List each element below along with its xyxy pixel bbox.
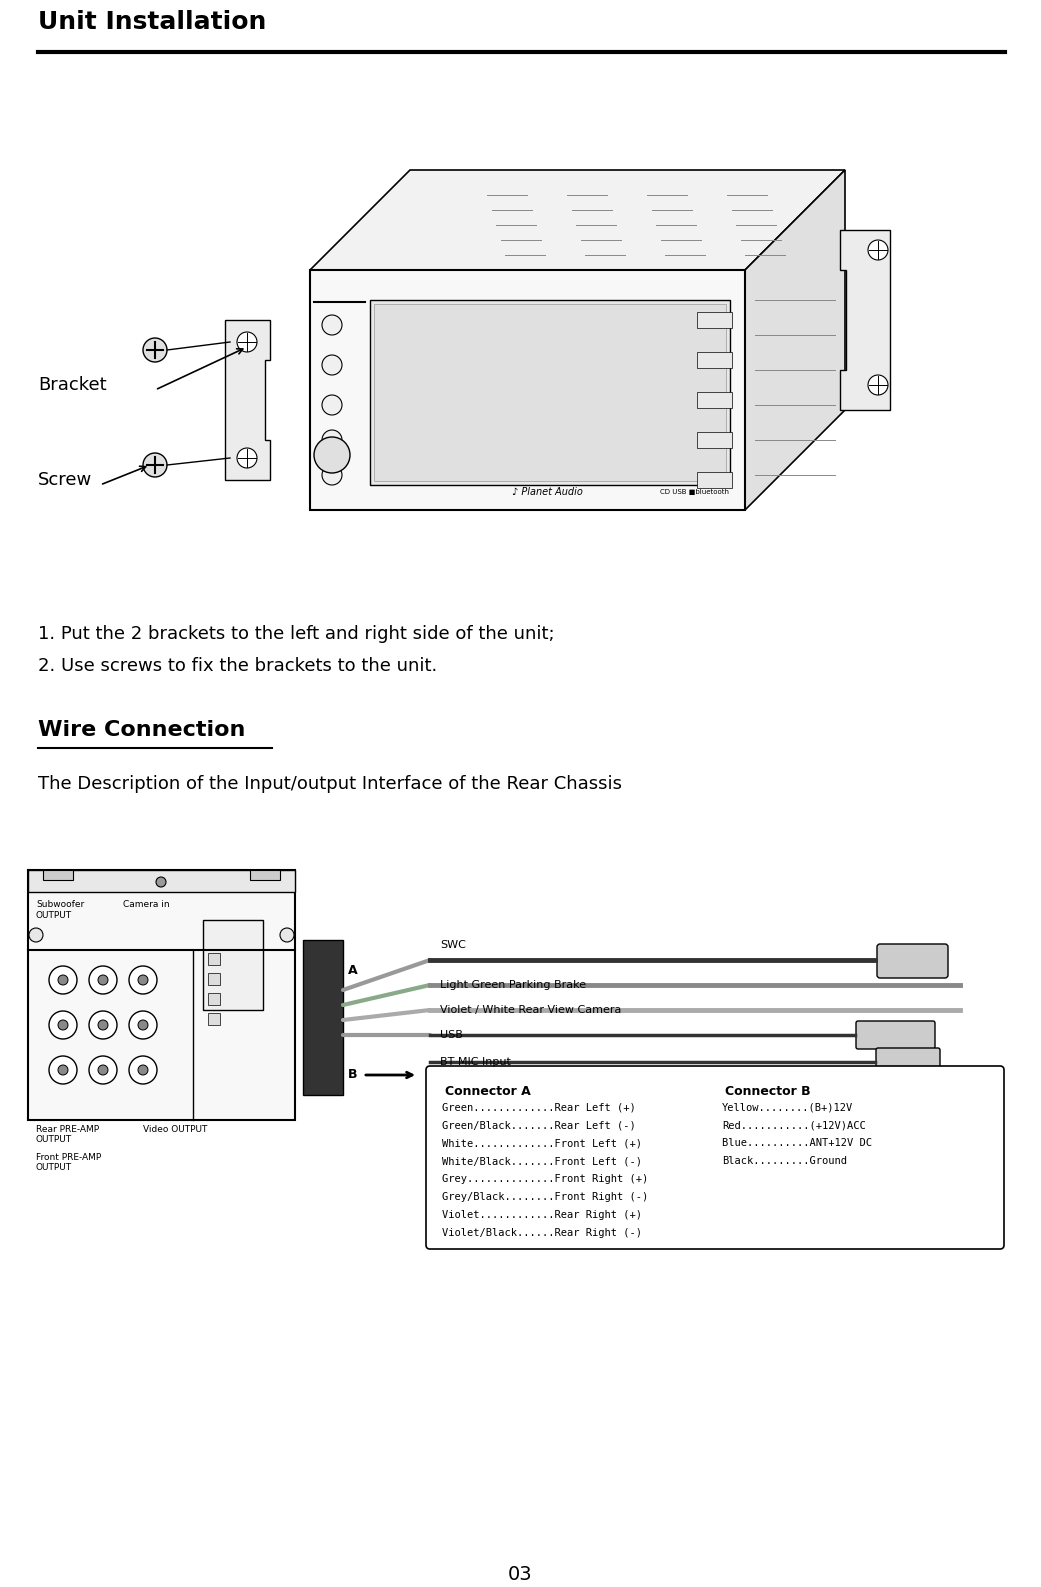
Circle shape <box>88 1055 117 1084</box>
Bar <box>250 870 280 881</box>
Circle shape <box>49 1055 77 1084</box>
Text: Front PRE-AMP
OUTPUT: Front PRE-AMP OUTPUT <box>36 1154 101 1173</box>
Text: Unit Installation: Unit Installation <box>39 10 266 33</box>
Text: Grey/Black........Front Right (-): Grey/Black........Front Right (-) <box>442 1192 649 1201</box>
Text: B: B <box>348 1068 357 1081</box>
Text: 1. Put the 2 brackets to the left and right side of the unit;: 1. Put the 2 brackets to the left and ri… <box>39 625 555 643</box>
Text: Green/Black.......Rear Left (-): Green/Black.......Rear Left (-) <box>442 1120 636 1130</box>
Text: Violet............Rear Right (+): Violet............Rear Right (+) <box>442 1209 642 1220</box>
Text: Bracket: Bracket <box>39 376 106 394</box>
Circle shape <box>156 878 166 887</box>
Text: Red...........(+12V)ACC: Red...........(+12V)ACC <box>722 1120 866 1130</box>
Bar <box>208 993 220 1005</box>
Circle shape <box>129 966 157 993</box>
FancyBboxPatch shape <box>856 1020 935 1049</box>
Bar <box>303 940 342 1095</box>
Circle shape <box>868 240 888 260</box>
Circle shape <box>322 465 342 486</box>
Circle shape <box>98 1020 108 1030</box>
Circle shape <box>314 436 350 473</box>
FancyBboxPatch shape <box>877 944 948 978</box>
Text: 2. Use screws to fix the brackets to the unit.: 2. Use screws to fix the brackets to the… <box>39 657 437 674</box>
Bar <box>697 313 732 329</box>
Circle shape <box>322 430 342 451</box>
Bar <box>43 870 73 881</box>
Circle shape <box>129 1055 157 1084</box>
Text: Camera in: Camera in <box>123 900 170 909</box>
Circle shape <box>138 1020 148 1030</box>
FancyBboxPatch shape <box>426 1066 1004 1249</box>
Circle shape <box>138 974 148 986</box>
Text: CD USB ■bluetooth: CD USB ■bluetooth <box>660 489 730 495</box>
Text: Violet/Black......Rear Right (-): Violet/Black......Rear Right (-) <box>442 1228 642 1238</box>
Bar <box>208 954 220 965</box>
Circle shape <box>237 332 257 352</box>
Circle shape <box>98 974 108 986</box>
Bar <box>374 305 726 481</box>
Text: USB: USB <box>440 1030 463 1039</box>
Text: Subwoofer
OUTPUT: Subwoofer OUTPUT <box>36 900 84 920</box>
Bar <box>697 392 732 408</box>
Bar <box>370 300 730 486</box>
Circle shape <box>98 1065 108 1074</box>
Bar <box>697 471 732 487</box>
Text: Light Green Parking Brake: Light Green Parking Brake <box>440 981 586 990</box>
Text: Grey..............Front Right (+): Grey..............Front Right (+) <box>442 1174 649 1184</box>
Text: Connector A: Connector A <box>445 1086 531 1098</box>
Text: ♪ Planet Audio: ♪ Planet Audio <box>512 487 583 497</box>
Text: Video OUTPUT: Video OUTPUT <box>143 1125 207 1135</box>
Circle shape <box>237 448 257 468</box>
Polygon shape <box>745 170 845 509</box>
Text: Connector B: Connector B <box>725 1086 811 1098</box>
Circle shape <box>868 375 888 395</box>
Text: 03: 03 <box>508 1565 532 1584</box>
Polygon shape <box>310 170 845 270</box>
Polygon shape <box>225 321 270 479</box>
Circle shape <box>322 395 342 414</box>
Text: The Description of the Input/output Interface of the Rear Chassis: The Description of the Input/output Inte… <box>39 774 623 794</box>
Bar <box>697 432 732 448</box>
Text: Wire Connection: Wire Connection <box>39 720 246 740</box>
Text: Black.........Ground: Black.........Ground <box>722 1155 847 1166</box>
Text: Screw: Screw <box>39 471 93 489</box>
Text: Violet / White Rear View Camera: Violet / White Rear View Camera <box>440 1005 621 1016</box>
Bar <box>208 973 220 986</box>
Circle shape <box>143 338 167 362</box>
Circle shape <box>280 928 294 943</box>
Bar <box>203 920 263 1009</box>
Circle shape <box>129 1011 157 1039</box>
Bar <box>697 352 732 368</box>
Circle shape <box>143 452 167 478</box>
Bar <box>208 1013 220 1025</box>
Text: BT MIC Input: BT MIC Input <box>440 1057 511 1066</box>
Circle shape <box>322 314 342 335</box>
Circle shape <box>138 1065 148 1074</box>
Circle shape <box>322 355 342 375</box>
Text: Yellow........(B+)12V: Yellow........(B+)12V <box>722 1101 854 1112</box>
Text: SWC: SWC <box>440 940 466 951</box>
Circle shape <box>58 1065 68 1074</box>
Circle shape <box>58 1020 68 1030</box>
Circle shape <box>88 1011 117 1039</box>
Bar <box>28 870 295 1120</box>
Circle shape <box>49 1011 77 1039</box>
Circle shape <box>58 974 68 986</box>
Bar <box>310 270 745 509</box>
Circle shape <box>49 966 77 993</box>
Text: White/Black.......Front Left (-): White/Black.......Front Left (-) <box>442 1155 642 1166</box>
Circle shape <box>29 928 43 943</box>
Text: Blue..........ANT+12V DC: Blue..........ANT+12V DC <box>722 1138 872 1147</box>
Text: Rear PRE-AMP
OUTPUT: Rear PRE-AMP OUTPUT <box>36 1125 99 1144</box>
FancyBboxPatch shape <box>875 1047 940 1078</box>
Circle shape <box>88 966 117 993</box>
Text: Green.............Rear Left (+): Green.............Rear Left (+) <box>442 1101 636 1112</box>
Text: A: A <box>348 963 358 976</box>
Text: White.............Front Left (+): White.............Front Left (+) <box>442 1138 642 1147</box>
Bar <box>28 870 295 892</box>
Polygon shape <box>840 230 890 409</box>
